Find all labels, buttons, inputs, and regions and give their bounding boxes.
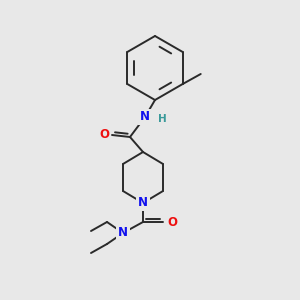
- Text: H: H: [158, 114, 167, 124]
- Text: O: O: [99, 128, 109, 142]
- Text: N: N: [140, 110, 150, 124]
- Text: O: O: [167, 215, 177, 229]
- Text: N: N: [138, 196, 148, 209]
- Text: N: N: [118, 226, 128, 239]
